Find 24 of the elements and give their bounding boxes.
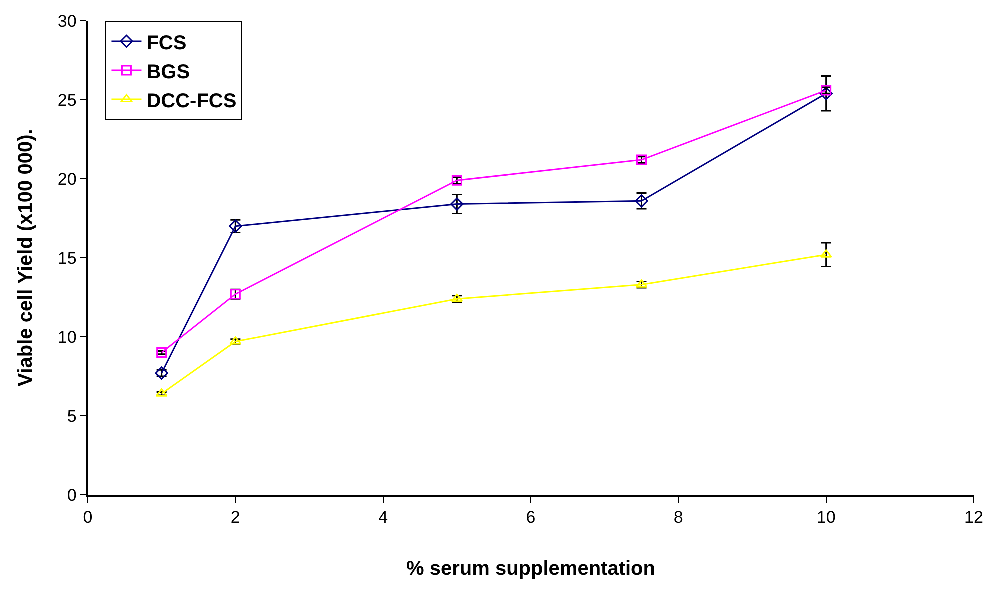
- y-tick-label: 5: [67, 406, 77, 426]
- x-tick-label: 6: [526, 508, 536, 528]
- legend-label: BGS: [146, 61, 190, 84]
- y-tick-label: 0: [67, 486, 77, 505]
- y-tick-label: 15: [58, 248, 77, 268]
- legend-label: FCS: [146, 32, 187, 54]
- x-tick-label: 4: [378, 508, 388, 528]
- x-tick-label: 2: [230, 508, 240, 528]
- point: [820, 87, 833, 100]
- x-tick-label: 12: [964, 508, 984, 528]
- y-tick-label: 25: [58, 90, 77, 110]
- x-axis-title: % serum supplementation: [406, 558, 656, 580]
- x-tick-label: 8: [674, 508, 684, 528]
- point: [230, 336, 242, 345]
- y-tick-label: 30: [58, 12, 77, 31]
- x-tick-label: 0: [83, 508, 93, 528]
- point: [156, 348, 168, 358]
- x-tick-label: 10: [816, 508, 836, 528]
- y-axis-title: Viable cell Yield (x100 000).: [14, 129, 37, 387]
- point: [450, 198, 464, 211]
- point: [155, 366, 168, 380]
- y-tick-label: 20: [58, 170, 77, 189]
- y-tick-label: 10: [58, 328, 77, 347]
- legend-label: DCC-FCS: [146, 90, 237, 112]
